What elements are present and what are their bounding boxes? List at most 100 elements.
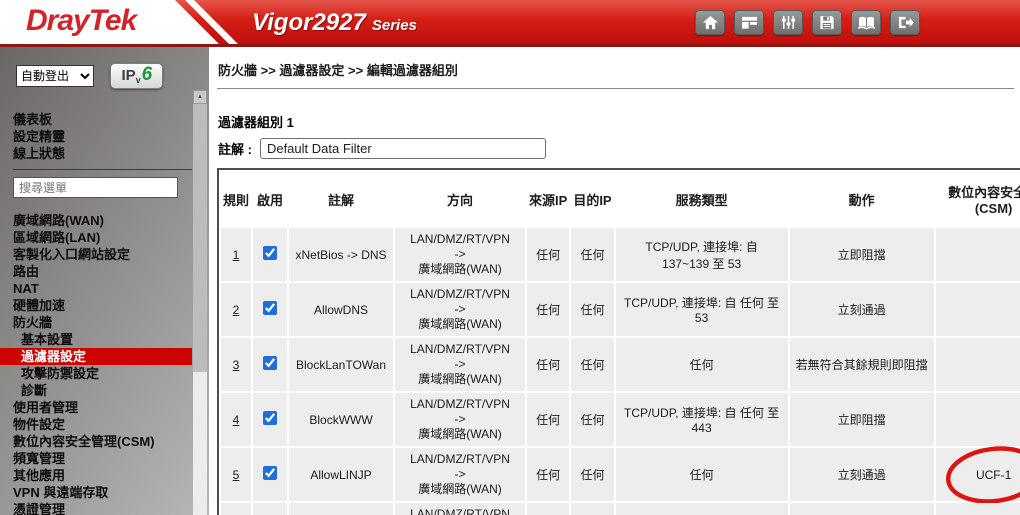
header-rule: 規則 [221, 172, 252, 226]
rule-action: 立即阻擋 [789, 393, 934, 446]
comment-input[interactable] [259, 138, 546, 159]
rule-destination-ip: 任何 [571, 228, 614, 281]
rule-destination-ip: 任何 [571, 503, 614, 515]
rule-csm: UCF-1 [935, 445, 1020, 504]
scrollbar-track[interactable] [193, 372, 207, 515]
sidebar-item-dashboard[interactable]: 儀表板 [13, 112, 53, 127]
header-enable: 啟用 [253, 172, 288, 226]
table-row: 2 AllowDNS LAN/DMZ/RT/VPN -> 廣域網路(WAN) 任何 … [221, 283, 1020, 336]
save-icon[interactable] [812, 10, 842, 35]
sidebar-item-filter-setup[interactable]: 過濾器設定 [0, 348, 192, 365]
auto-logout-select[interactable]: 自動登出 [16, 65, 94, 87]
rule-destination-ip: 任何 [571, 283, 614, 336]
ipv6-label-v: v [135, 75, 141, 85]
rule-comment: BlockLanTOWan [289, 338, 394, 391]
scrollbar-up-button[interactable]: ▲ [193, 90, 207, 104]
ipv6-label-ip: IP [121, 67, 136, 84]
menu-search-input[interactable] [13, 177, 178, 198]
rule-service-type: TCP/UDP, 連接埠: 自 任何 至 53 [615, 283, 788, 336]
sidebar-item-bandwidth-management[interactable]: 頻寬管理 [13, 451, 66, 466]
filter-set-title: 過濾器組別 1 [218, 115, 294, 130]
breadcrumb: 防火牆 >> 過濾器設定 >> 編輯過濾器組別 [218, 63, 458, 78]
rule-direction: LAN/DMZ/RT/VPN->廣域網路(WAN) [395, 283, 526, 336]
rule-enable-checkbox[interactable] [263, 411, 278, 425]
header-toolbar [695, 10, 920, 35]
sidebar-item-diagnose[interactable]: 診斷 [21, 383, 48, 398]
rule-number-link[interactable]: 2 [232, 302, 240, 317]
sidebar-item-general-setup[interactable]: 基本設置 [21, 332, 74, 347]
rule-comment: AllowLINJP [289, 448, 394, 501]
scrollbar-thumb[interactable] [193, 104, 207, 372]
ipv6-label-six: 6 [141, 64, 153, 85]
rule-action: 立刻通過 [789, 503, 934, 515]
sidebar-item-nat[interactable]: NAT [13, 281, 39, 296]
sidebar-item-online-status[interactable]: 線上狀態 [13, 146, 66, 161]
rule-action: 立即阻擋 [789, 228, 934, 281]
dashboard-icon[interactable] [734, 10, 764, 35]
comment-row: 註解 : [218, 138, 1020, 159]
product-title: Vigor2927 Series [252, 9, 417, 37]
logout-icon[interactable] [890, 10, 920, 35]
sidebar-item-routing[interactable]: 路由 [13, 264, 40, 279]
sidebar-item-csm[interactable]: 數位內容安全管理(CSM) [13, 434, 155, 449]
rule-number-link[interactable]: 3 [232, 357, 240, 372]
rule-direction: LAN/DMZ/RT/VPN->廣域網路(WAN) [395, 393, 526, 446]
filter-rules-table-wrapper: 規則 啟用 註解 方向 來源IP 目的IP 服務類型 動作 數位內容安全管(CS… [217, 168, 1020, 515]
sliders-icon[interactable] [773, 10, 803, 35]
rule-csm [935, 503, 1020, 515]
table-header-row: 規則 啟用 註解 方向 來源IP 目的IP 服務類型 動作 數位內容安全管(CS… [221, 172, 1020, 226]
sidebar-item-portal-setup[interactable]: 客製化入口網站設定 [13, 247, 131, 262]
rule-enable-checkbox[interactable] [263, 246, 278, 260]
rule-source-ip: 任何 [527, 393, 570, 446]
draytek-logo: DrayTek [26, 4, 138, 38]
header-comments: 註解 [289, 172, 394, 226]
home-icon[interactable] [695, 10, 725, 35]
header-bottom-stripe [0, 44, 1020, 47]
rule-enable-checkbox[interactable] [263, 301, 278, 315]
rule-destination-ip: 任何 [571, 448, 614, 501]
table-row: 4 BlockWWW LAN/DMZ/RT/VPN -> 廣域網路(WAN) 任何 … [221, 393, 1020, 446]
sidebar-scrollbar: ▲ [193, 90, 207, 515]
rule-number-link[interactable]: 1 [232, 247, 240, 262]
ipv6-button[interactable]: IP v 6 [110, 63, 164, 89]
sidebar-item-certificate-management[interactable]: 憑證管理 [13, 502, 66, 515]
sidebar-menu: 儀表板 設定精靈 線上狀態 廣域網路(WAN) 區域網路(LAN) 客製化入口網… [0, 111, 209, 515]
rule-action: 立刻通過 [789, 283, 934, 336]
sidebar-item-objects-setting[interactable]: 物件設定 [13, 417, 66, 432]
sidebar-item-wizard[interactable]: 設定精靈 [13, 129, 66, 144]
rule-source-ip: 任何 [527, 228, 570, 281]
rule-direction: LAN/DMZ/RT/VPN->廣域網路(WAN) [395, 338, 526, 391]
table-row: 6 LAN/DMZ/RT/VPN->廣域網路(WAN) 任何 任何 任何 立刻通… [221, 503, 1020, 515]
comment-label: 註解 : [218, 142, 252, 157]
breadcrumb-rule [217, 88, 1014, 89]
rule-number-link[interactable]: 4 [232, 412, 240, 427]
sidebar-item-lan[interactable]: 區域網路(LAN) [13, 230, 101, 245]
rule-action: 若無符合其餘規則即阻擋 [789, 338, 934, 391]
rule-number-link[interactable]: 5 [232, 467, 240, 482]
sidebar-item-wan[interactable]: 廣域網路(WAN) [13, 213, 104, 228]
sidebar-item-vpn-remote-access[interactable]: VPN 與遠端存取 [13, 485, 109, 500]
rule-direction: LAN/DMZ/RT/VPN->廣域網路(WAN) [395, 448, 526, 501]
rule-direction: LAN/DMZ/RT/VPN->廣域網路(WAN) [395, 228, 526, 281]
rule-service-type: 任何 [615, 338, 788, 391]
header-direction: 方向 [395, 172, 526, 226]
sidebar-divider [13, 169, 192, 170]
sidebar-item-user-management[interactable]: 使用者管理 [13, 400, 79, 415]
rule-enable-checkbox[interactable] [263, 466, 278, 480]
logo-text-tek: Tek [88, 4, 138, 37]
sidebar-top-controls: 自動登出 IP v 6 [0, 47, 209, 107]
filter-rules-table: 規則 啟用 註解 方向 來源IP 目的IP 服務類型 動作 數位內容安全管(CS… [219, 170, 1020, 515]
product-series: Series [371, 17, 417, 34]
rule-enable-checkbox[interactable] [263, 356, 278, 370]
header-csm: 數位內容安全管(CSM) [935, 172, 1020, 226]
rule-direction: LAN/DMZ/RT/VPN->廣域網路(WAN) [395, 503, 526, 515]
sidebar-item-defense-setup[interactable]: 攻擊防禦設定 [21, 366, 100, 381]
sidebar-item-hw-acceleration[interactable]: 硬體加速 [13, 298, 66, 313]
rule-service-type: TCP/UDP, 連接埠: 自 137~139 至 53 [615, 228, 788, 281]
manual-icon[interactable] [851, 10, 881, 35]
sidebar-item-firewall[interactable]: 防火牆 [13, 315, 53, 330]
sidebar-item-applications[interactable]: 其他應用 [13, 468, 66, 483]
rule-csm [935, 393, 1020, 446]
